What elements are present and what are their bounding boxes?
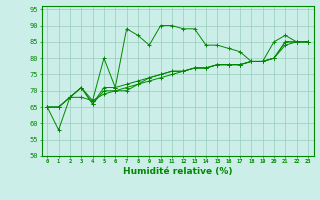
X-axis label: Humidité relative (%): Humidité relative (%) (123, 167, 232, 176)
